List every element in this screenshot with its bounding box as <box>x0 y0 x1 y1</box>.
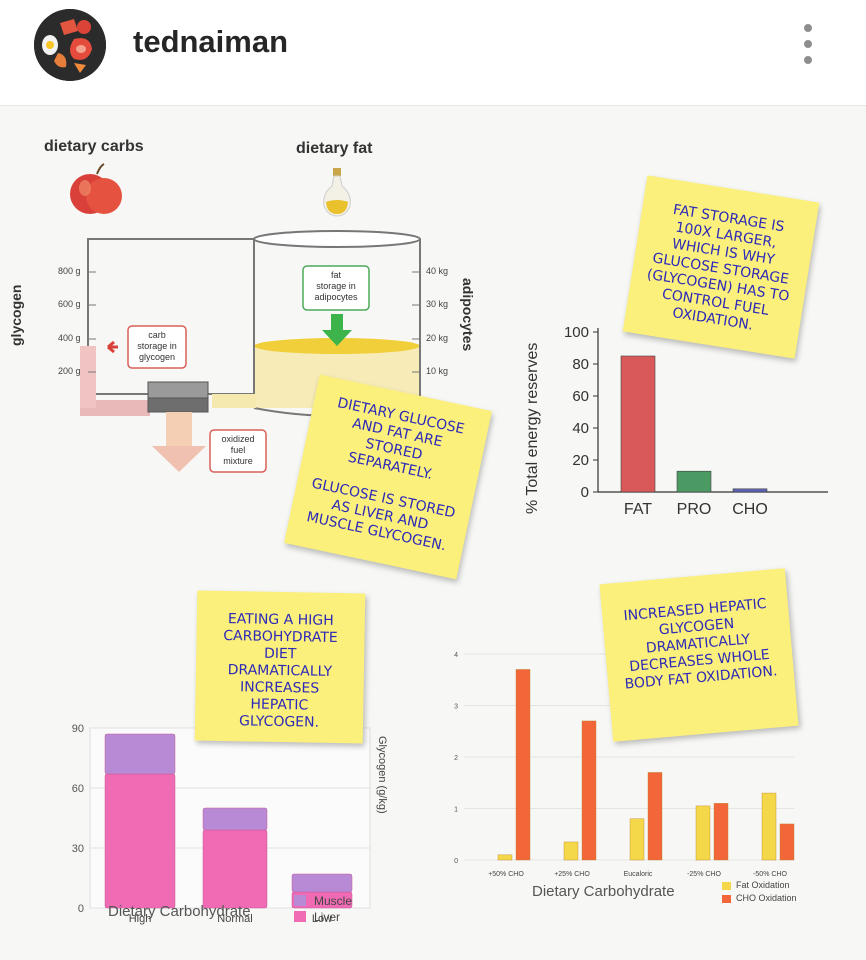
legend-muscle-swatch <box>294 895 306 906</box>
left-tick-400: 400 g <box>58 333 81 343</box>
sticky-note-fat-storage: FAT STORAGE IS 100X LARGER, WHICH IS WHY… <box>622 175 820 359</box>
y-tick-label: 30 <box>72 843 84 855</box>
y-tick-label: 0 <box>78 903 84 915</box>
bar-high-liver <box>104 773 176 909</box>
y-tick-label: 100 <box>564 324 589 341</box>
apple-icon <box>70 163 122 214</box>
bar-fat <box>620 355 656 493</box>
x-tick-label: Low <box>312 913 332 925</box>
legend-muscle-label: Muscle <box>314 894 353 908</box>
oxidized-box-label: oxidized fuel mixture <box>221 434 255 466</box>
bar-fat-oxidation <box>695 805 711 861</box>
y-tick-label: 2 <box>454 755 458 762</box>
x-tick-label: Normal <box>217 913 252 925</box>
y-tick-label: 80 <box>572 356 589 373</box>
y-tick-label: 1 <box>454 807 458 814</box>
bar-cho-oxidation <box>713 803 729 861</box>
dot-icon <box>804 56 812 64</box>
bar-high-muscle <box>104 733 176 775</box>
glycogen-ylabel: Glycogen (g/kg) <box>376 736 388 814</box>
bar-cho-oxidation <box>779 823 795 861</box>
carb-storage-box-label: carb storage in glycogen <box>137 330 177 362</box>
sticky-note-hepatic-glycogen: INCREASED HEPATIC GLYCOGEN DRAMATICALLY … <box>599 568 799 742</box>
x-tick-label: Eucaloric <box>624 871 653 878</box>
post-image[interactable]: dietary carbs dietary fat glycogen adipo… <box>0 106 866 960</box>
x-tick-label: -50% CHO <box>753 871 787 878</box>
legend-fat-ox-label: Fat Oxidation <box>736 880 790 890</box>
right-tick-40: 40 kg <box>426 266 449 276</box>
oil-bottle-icon <box>323 168 351 217</box>
y-tick-label: 90 <box>72 723 84 735</box>
bar-cho <box>732 488 768 493</box>
dot-icon <box>804 40 812 48</box>
bar-cho-oxidation <box>581 720 597 861</box>
glycogen-xlabel: Dietary Carbohydrate <box>108 903 251 920</box>
avatar[interactable] <box>34 9 106 81</box>
x-tick-label: High <box>129 913 152 925</box>
y-tick-label: 4 <box>454 652 458 659</box>
storage-diagram <box>70 163 421 473</box>
bar-fat-oxidation <box>497 854 513 861</box>
legend-liver-swatch <box>294 911 306 922</box>
right-tick-20: 20 kg <box>426 333 449 343</box>
y-tick-label: 60 <box>572 388 589 405</box>
adipocytes-axis-label: adipocytes <box>460 278 476 352</box>
fat-storage-box-label: fat storage in adipocytes <box>314 270 358 302</box>
left-tick-800: 800 g <box>58 266 81 276</box>
y-tick-label: 20 <box>572 452 589 469</box>
username[interactable]: tednaiman <box>133 24 289 59</box>
post-header: tednaiman <box>0 0 866 106</box>
bar-normal-liver <box>202 829 268 909</box>
legend-cho-ox-label: CHO Oxidation <box>736 893 797 903</box>
right-tick-10: 10 kg <box>426 366 449 376</box>
legend-fat-ox-swatch <box>722 882 731 890</box>
bar-pro <box>676 470 712 493</box>
bar-fat-oxidation <box>629 818 645 861</box>
energy-reserves-ylabel: % Total energy reserves <box>524 342 541 514</box>
x-tick-label: CHO <box>732 501 768 518</box>
glycogen-chart: 90 60 30 0 High Normal Low <box>72 723 371 925</box>
bar-fat-oxidation <box>563 841 579 861</box>
sticky-note-stored-separately: DIETARY GLUCOSE AND FAT ARE STORED SEPAR… <box>284 374 492 580</box>
dot-icon <box>804 24 812 32</box>
x-tick-label: PRO <box>677 501 712 518</box>
dietary-carbs-label: dietary carbs <box>44 138 144 155</box>
sticky-note-high-carb: EATING A HIGH CARBOHYDRATE DIET DRAMATIC… <box>194 590 366 744</box>
more-options-button[interactable] <box>790 22 826 66</box>
y-tick-label: 0 <box>581 484 589 501</box>
dietary-fat-label: dietary fat <box>296 140 373 157</box>
y-tick-label: 0 <box>454 858 458 865</box>
legend-cho-ox-swatch <box>722 895 731 903</box>
energy-reserves-chart: 100 80 60 40 20 0 FAT PRO CHO <box>564 324 828 518</box>
x-tick-label: +50% CHO <box>488 871 524 878</box>
right-tick-30: 30 kg <box>426 299 449 309</box>
bar-low-muscle <box>291 873 353 893</box>
oxidation-xlabel: Dietary Carbohydrate <box>532 883 675 900</box>
food-icons-avatar-icon <box>34 9 106 81</box>
bar-normal-muscle <box>202 807 268 831</box>
x-tick-label: -25% CHO <box>687 871 721 878</box>
bar-cho-oxidation <box>515 669 531 861</box>
y-tick-label: 40 <box>572 420 589 437</box>
bar-fat-oxidation <box>761 792 777 861</box>
y-tick-label: 3 <box>454 704 458 711</box>
x-tick-label: +25% CHO <box>554 871 590 878</box>
legend-liver-label: Liver <box>314 910 341 924</box>
y-tick-label: 60 <box>72 783 84 795</box>
bar-cho-oxidation <box>647 772 663 861</box>
x-tick-label: FAT <box>624 501 652 518</box>
glycogen-axis-label: glycogen <box>8 284 24 346</box>
left-tick-200: 200 g <box>58 366 81 376</box>
left-tick-600: 600 g <box>58 299 81 309</box>
